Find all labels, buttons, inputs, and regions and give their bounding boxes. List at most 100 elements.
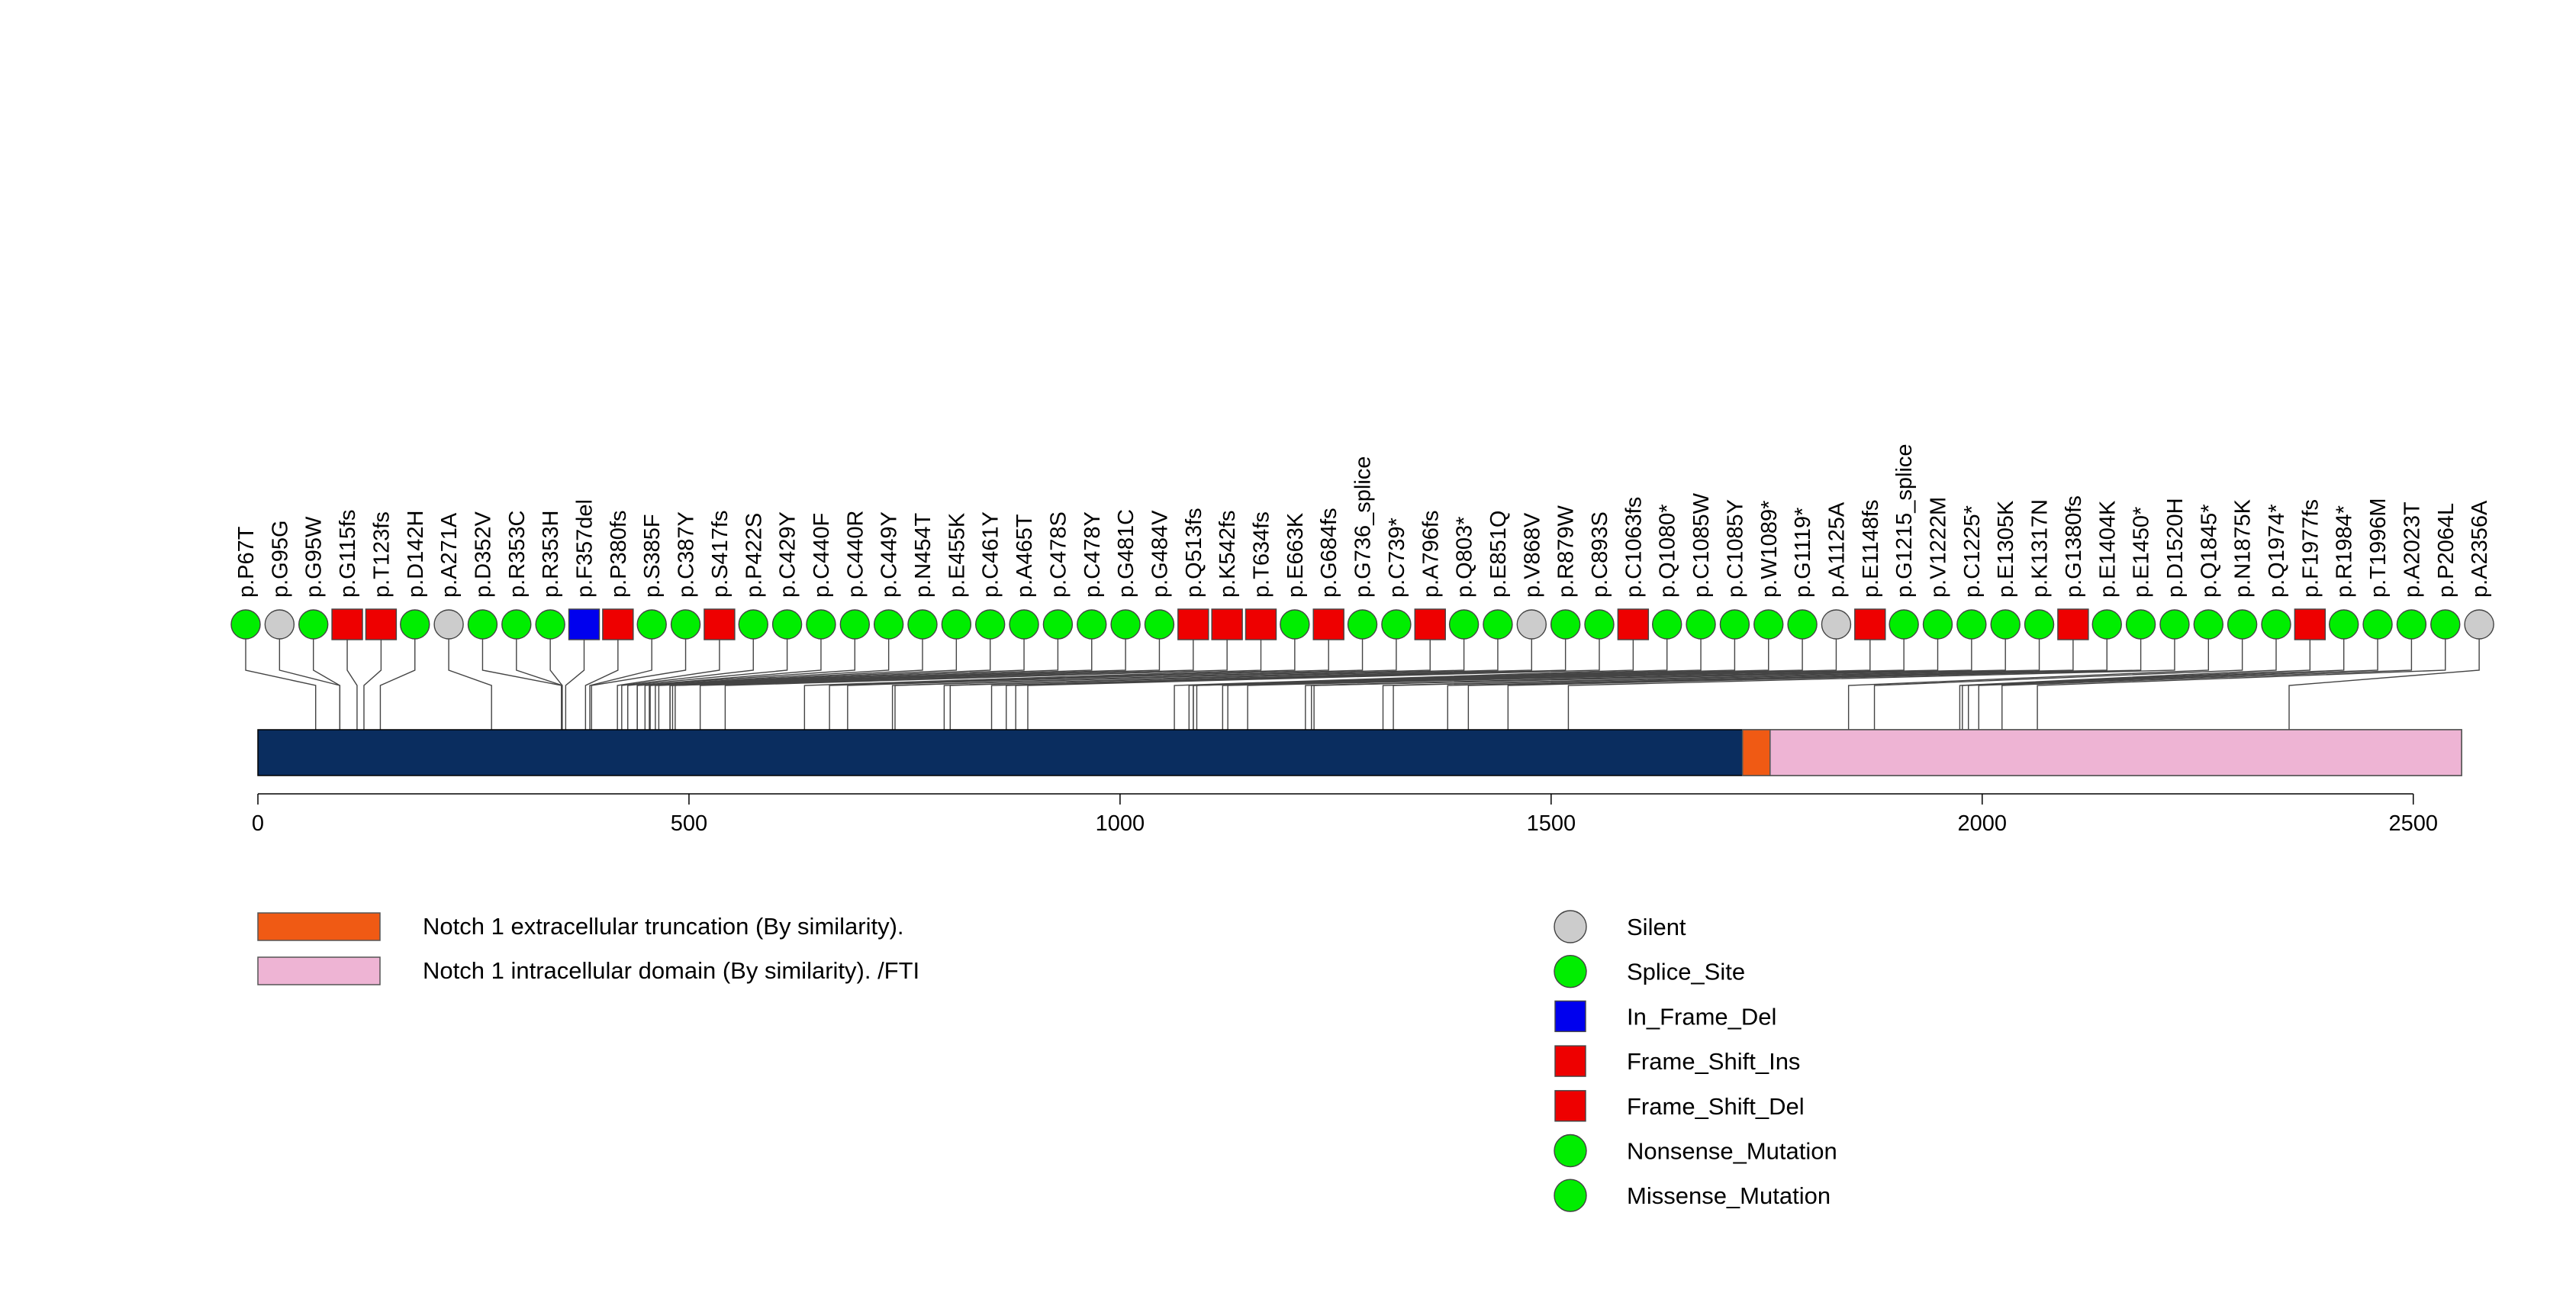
marker-p-q803: [1448, 609, 1480, 640]
label-p-s417fs: p.S417fs: [708, 511, 733, 598]
marker-p-r879w: [1550, 609, 1581, 640]
marker-p-s385f: [636, 609, 667, 640]
label-p-c478s: p.C478S: [1046, 511, 1071, 598]
label-p-e663k: p.E663K: [1283, 512, 1308, 598]
marker-p-e1404k: [2091, 609, 2122, 640]
marker-p-g736-splice: [1347, 609, 1378, 640]
marker-p-a271a: [433, 609, 464, 640]
label-p-c1225: p.C1225*: [1960, 505, 1985, 598]
label-p-g95g: p.G95G: [268, 520, 292, 598]
label-p-q513fs: p.Q513fs: [1182, 508, 1206, 598]
label-p-p422s: p.P422S: [742, 513, 766, 598]
marker-p-t123fs: [365, 608, 398, 640]
marker-p-c1085w: [1686, 609, 1716, 640]
label-p-r353h: p.R353H: [539, 511, 563, 598]
x-tick-label-2500: 2500: [2388, 811, 2438, 836]
domain-legend-label-1: Notch 1 extracellular truncation (By sim…: [423, 913, 904, 940]
marker-p-w1089: [1753, 609, 1784, 640]
marker-p-s417fs: [704, 608, 736, 640]
legend-marker-nonsense-mutation: [1554, 1134, 1587, 1168]
marker-p-g95g: [264, 609, 295, 640]
marker-p-f1977fs: [2294, 608, 2326, 640]
domain-2: [1769, 729, 2462, 776]
label-p-e455k: p.E455K: [945, 512, 969, 598]
legend-marker-splice-site: [1554, 954, 1587, 988]
marker-p-g115fs: [331, 608, 363, 640]
label-p-f1977fs: p.F1977fs: [2298, 499, 2323, 598]
marker-p-e1148fs: [1854, 608, 1886, 640]
mutation-labels: p.P67T p.G95G p.G95W p.G115fs p.T123fs p.D142…: [234, 443, 2492, 598]
marker-p-q1080: [1651, 609, 1682, 640]
label-p-c739: p.C739*: [1385, 518, 1409, 598]
marker-p-a2023t: [2396, 609, 2427, 640]
marker-p-a2356a: [2464, 609, 2494, 640]
marker-p-v868v: [1516, 609, 1547, 640]
domain-legend-label-2: Notch 1 intracellular domain (By similar…: [423, 957, 919, 984]
label-p-q1845: p.Q1845*: [2197, 504, 2221, 598]
x-tick-label-2000: 2000: [1958, 811, 2008, 836]
marker-p-r353h: [535, 609, 565, 640]
marker-p-d1520h: [2159, 609, 2190, 640]
marker-p-n454t: [907, 609, 938, 640]
marker-p-k1317n: [2024, 609, 2055, 640]
label-p-t1996m: p.T1996M: [2366, 498, 2391, 598]
marker-p-c387y: [670, 609, 701, 640]
marker-p-t634fs: [1245, 608, 1277, 640]
label-p-d142h: p.D142H: [404, 511, 428, 598]
marker-p-v1222m: [1922, 609, 1953, 640]
marker-p-c739: [1381, 609, 1412, 640]
label-p-q1080: p.Q1080*: [1656, 504, 1680, 598]
label-p-q803: p.Q803*: [1453, 517, 1477, 598]
label-p-g684fs: p.G684fs: [1317, 508, 1341, 598]
marker-p-g1119: [1787, 609, 1818, 640]
marker-p-p67t: [230, 609, 261, 640]
marker-p-f357del: [568, 608, 601, 640]
legend-marker-silent: [1554, 910, 1587, 943]
label-p-c461y: p.C461Y: [979, 511, 1003, 598]
label-p-a465t: p.A465T: [1013, 514, 1037, 598]
label-p-g484v: p.G484V: [1148, 510, 1172, 598]
legend-marker-frame-shift-ins: [1554, 1045, 1586, 1077]
marker-p-q1974: [2261, 609, 2291, 640]
x-tick-label-0: 0: [252, 811, 264, 836]
marker-p-p380fs: [602, 608, 634, 640]
marker-p-g684fs: [1312, 608, 1344, 640]
marker-p-g1380fs: [2057, 608, 2089, 640]
marker-p-q1845: [2193, 609, 2224, 640]
label-p-c387y: p.C387Y: [675, 511, 699, 598]
label-p-p380fs: p.P380fs: [607, 511, 631, 598]
label-p-e851q: p.E851Q: [1486, 511, 1511, 598]
marker-p-d142h: [400, 609, 430, 640]
marker-p-c478y: [1077, 609, 1107, 640]
legend-label-missense-mutation: Missense_Mutation: [1627, 1182, 1831, 1209]
label-p-c1063fs: p.C1063fs: [1621, 497, 1646, 598]
x-tick-label-1000: 1000: [1096, 811, 1145, 836]
label-p-g95w: p.G95W: [302, 516, 327, 598]
label-p-f357del: p.F357del: [573, 499, 597, 598]
x-axis: 0 500 1000 1500 2000 2500: [252, 793, 2438, 836]
x-tick-label-1500: 1500: [1527, 811, 1576, 836]
label-p-p67t: p.P67T: [234, 526, 259, 598]
label-p-d352v: p.D352V: [471, 511, 495, 598]
label-p-c449y: p.C449Y: [877, 511, 902, 598]
legend-label-silent: Silent: [1627, 914, 1686, 940]
label-p-e1450: p.E1450*: [2130, 507, 2154, 598]
marker-p-c429y: [771, 609, 803, 640]
marker-p-e1305k: [1990, 609, 2021, 640]
label-p-e1305k: p.E1305K: [1994, 500, 2018, 598]
label-p-v1222m: p.V1222M: [1927, 497, 1951, 598]
domain-legend-swatch-1: [257, 912, 381, 941]
marker-p-r353c: [501, 609, 532, 640]
label-p-q1974: p.Q1974*: [2265, 504, 2289, 598]
protein-bar: [257, 729, 2462, 776]
label-p-g481c: p.G481C: [1114, 509, 1138, 598]
marker-p-g484v: [1144, 609, 1175, 640]
label-p-g1215-splice: p.G1215_splice: [1892, 443, 1917, 598]
label-p-n454t: p.N454T: [911, 512, 935, 598]
label-p-g115fs: p.G115fs: [336, 509, 360, 598]
x-tick-label-500: 500: [671, 811, 707, 836]
marker-p-c449y: [873, 609, 904, 640]
marker-p-c461y: [974, 609, 1006, 640]
label-p-c440f: p.C440F: [810, 513, 834, 598]
label-p-a2356a: p.A2356A: [2468, 500, 2492, 598]
